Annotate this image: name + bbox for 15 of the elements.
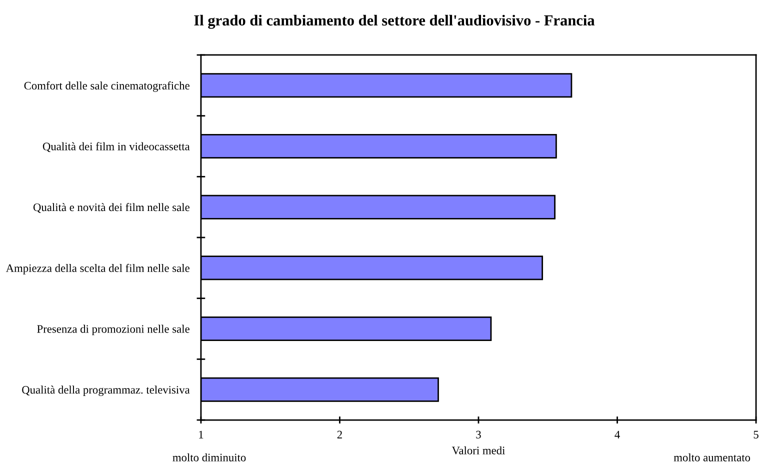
x-tick-label: 4 — [614, 430, 620, 438]
text: molto aumentato — [674, 453, 750, 462]
x-tick-label: 5 — [754, 430, 758, 438]
x-tick-label: 1 — [199, 430, 204, 438]
y-tick-label: Comfort delle sale cinematografiche — [24, 81, 190, 92]
x-axis-title: Valori medi — [452, 446, 505, 454]
x-tick-label: 3 — [476, 430, 481, 438]
y-tick-label: Qualità della programmaz. televisiva — [22, 386, 190, 396]
y-tick-label: Qualità e novità dei film nelle sale — [33, 203, 190, 213]
y-tick-label: Ampiezza della scelta del film nelle sale — [6, 264, 190, 274]
y-tick-label: Qualità dei film in videocassetta — [42, 142, 190, 152]
x-tick-label: 2 — [337, 430, 342, 438]
y-tick-label: Presenza di promozioni nelle sale — [37, 324, 190, 336]
text: molto diminuito — [172, 453, 246, 462]
chart-title: Il grado di cambiamento del settore dell'audiovisivo - Francia — [194, 14, 595, 29]
